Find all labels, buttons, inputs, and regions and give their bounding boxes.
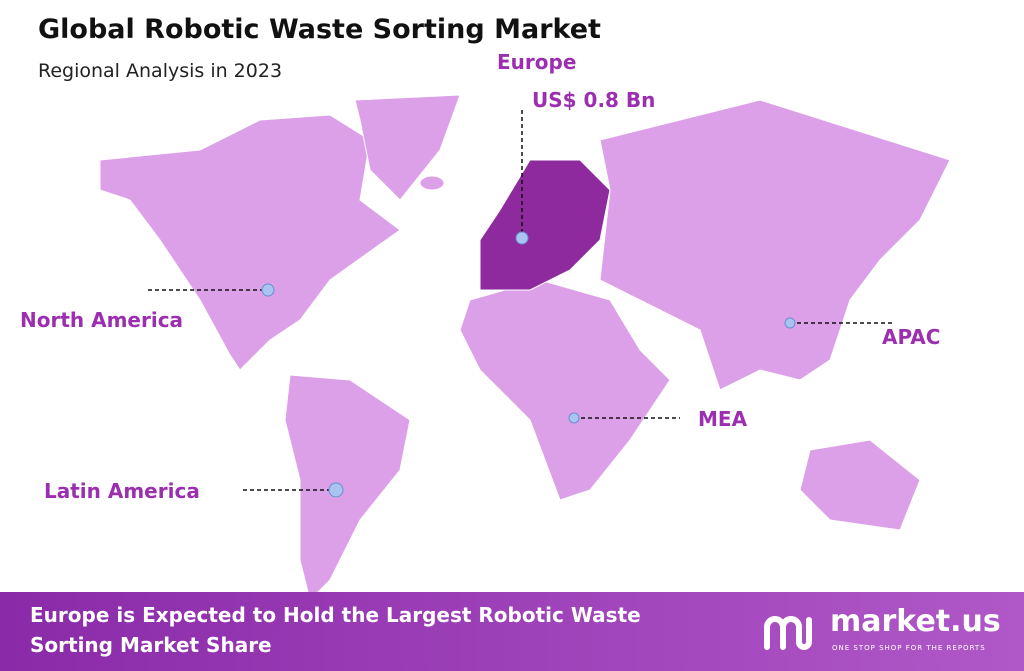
australia bbox=[799, 439, 921, 531]
greenland bbox=[354, 94, 461, 201]
region-value: US$ 0.8 Bn bbox=[532, 88, 656, 112]
tagline: ONE STOP SHOP FOR THE REPORTS bbox=[832, 644, 986, 652]
region-label: MEA bbox=[698, 407, 748, 431]
footer-text: Europe is Expected to Hold the Largest R… bbox=[30, 603, 641, 657]
marker bbox=[515, 231, 529, 245]
asia bbox=[599, 99, 951, 391]
marker bbox=[328, 482, 344, 498]
marker bbox=[261, 283, 275, 297]
world-map bbox=[99, 94, 951, 592]
region-label: APAC bbox=[882, 325, 941, 349]
iceland bbox=[419, 175, 445, 191]
region-label: Latin America bbox=[44, 479, 200, 503]
region-label: Europe bbox=[497, 50, 577, 74]
marker bbox=[784, 317, 796, 329]
title: Global Robotic Waste Sorting Market bbox=[38, 14, 601, 45]
europe bbox=[479, 159, 611, 291]
north-america bbox=[99, 114, 401, 371]
region-label: North America bbox=[20, 308, 184, 332]
brand: market.us bbox=[830, 604, 1001, 639]
africa bbox=[459, 279, 671, 501]
logo-icon bbox=[764, 616, 812, 650]
footer: Europe is Expected to Hold the Largest R… bbox=[0, 592, 1024, 671]
marker bbox=[568, 412, 580, 424]
subtitle: Regional Analysis in 2023 bbox=[38, 60, 283, 82]
south-america bbox=[284, 374, 411, 592]
